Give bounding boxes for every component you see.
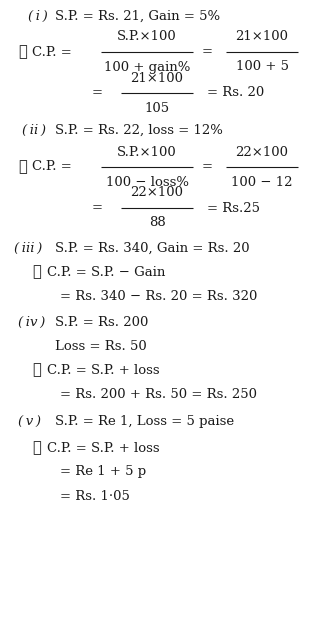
- Text: S.P. = Rs. 22, loss = 12%: S.P. = Rs. 22, loss = 12%: [55, 124, 223, 137]
- Text: = Rs. 200 + Rs. 50 = Rs. 250: = Rs. 200 + Rs. 50 = Rs. 250: [60, 387, 257, 400]
- Text: ( ii ): ( ii ): [22, 124, 46, 137]
- Text: =: =: [92, 87, 103, 100]
- Text: S.P. = Re 1, Loss = 5 paise: S.P. = Re 1, Loss = 5 paise: [55, 415, 234, 428]
- Text: C.P. =: C.P. =: [32, 46, 72, 59]
- Text: 100 − 12: 100 − 12: [231, 176, 293, 189]
- Text: =: =: [92, 202, 103, 215]
- Text: S.P. = Rs. 21, Gain = 5%: S.P. = Rs. 21, Gain = 5%: [55, 9, 220, 22]
- Text: 88: 88: [149, 217, 165, 230]
- Text: S.P. = Rs. 340, Gain = Rs. 20: S.P. = Rs. 340, Gain = Rs. 20: [55, 241, 249, 254]
- Text: 21×100: 21×100: [131, 72, 183, 85]
- Text: ( iv ): ( iv ): [18, 316, 45, 329]
- Text: ( v ): ( v ): [18, 415, 41, 428]
- Text: ∴: ∴: [18, 45, 27, 59]
- Text: 100 + gain%: 100 + gain%: [104, 61, 190, 74]
- Text: = Rs. 340 − Rs. 20 = Rs. 320: = Rs. 340 − Rs. 20 = Rs. 320: [60, 290, 258, 303]
- Text: 100 + 5: 100 + 5: [235, 61, 289, 74]
- Text: =: =: [201, 46, 212, 59]
- Text: C.P. = S.P. + loss: C.P. = S.P. + loss: [47, 441, 160, 454]
- Text: C.P. = S.P. − Gain: C.P. = S.P. − Gain: [47, 266, 165, 279]
- Text: ( iii ): ( iii ): [14, 241, 42, 254]
- Text: = Rs. 1·05: = Rs. 1·05: [60, 490, 130, 503]
- Text: S.P. = Rs. 200: S.P. = Rs. 200: [55, 316, 148, 329]
- Text: = Re 1 + 5 p: = Re 1 + 5 p: [60, 465, 146, 478]
- Text: S.P.×100: S.P.×100: [117, 30, 177, 43]
- Text: C.P. = S.P. + loss: C.P. = S.P. + loss: [47, 363, 160, 376]
- Text: 21×100: 21×100: [235, 30, 289, 43]
- Text: ∴: ∴: [32, 363, 41, 377]
- Text: = Rs. 20: = Rs. 20: [207, 87, 264, 100]
- Text: Loss = Rs. 50: Loss = Rs. 50: [55, 339, 147, 352]
- Text: 22×100: 22×100: [235, 145, 289, 158]
- Text: S.P.×100: S.P.×100: [117, 145, 177, 158]
- Text: C.P. =: C.P. =: [32, 160, 72, 173]
- Text: ∴: ∴: [32, 441, 41, 455]
- Text: ∴: ∴: [18, 160, 27, 174]
- Text: =: =: [201, 160, 212, 173]
- Text: 22×100: 22×100: [131, 186, 183, 199]
- Text: ( i ): ( i ): [28, 9, 48, 22]
- Text: 100 − loss%: 100 − loss%: [106, 176, 188, 189]
- Text: 105: 105: [144, 102, 170, 115]
- Text: = Rs.25: = Rs.25: [207, 202, 260, 215]
- Text: ∴: ∴: [32, 265, 41, 279]
